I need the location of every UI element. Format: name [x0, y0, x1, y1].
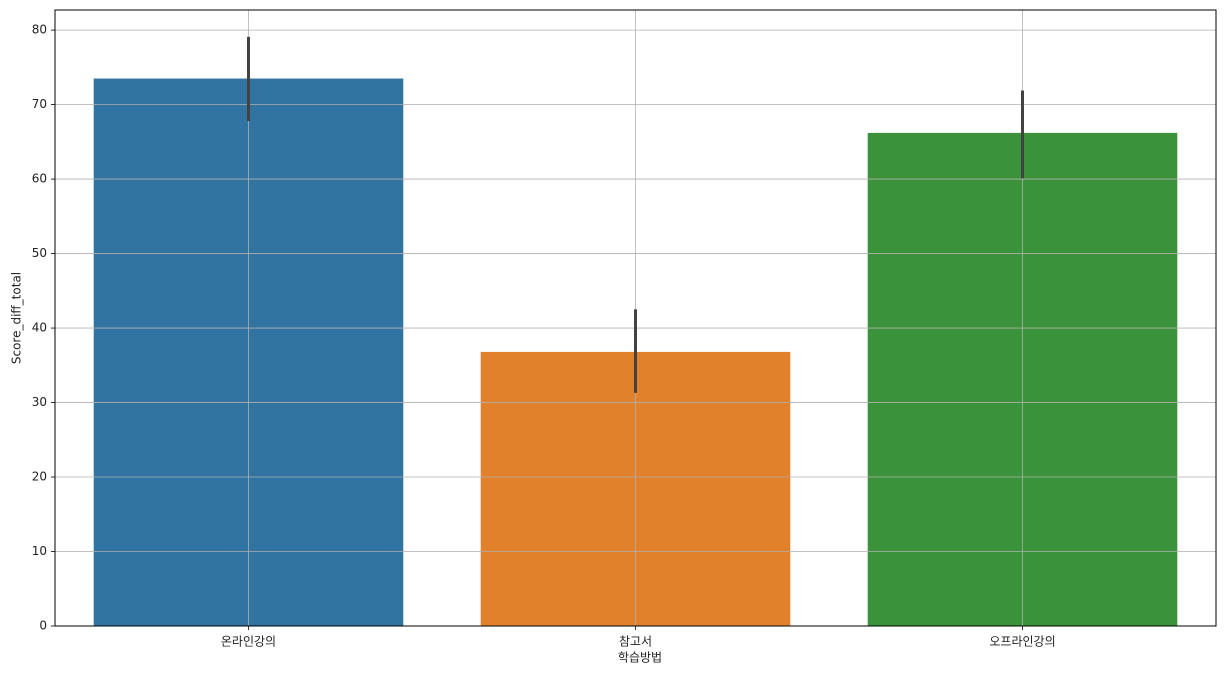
y-tick-label: 0: [39, 619, 47, 633]
y-tick-label: 20: [32, 470, 47, 484]
y-tick-label: 10: [32, 544, 47, 558]
x-axis-label: 학습방법: [618, 651, 662, 665]
x-tick-label: 참고서: [619, 635, 652, 649]
plot-frame: [54, 9, 1217, 627]
x-tick-label: 온라인강의: [221, 635, 276, 649]
y-axis-label: Score_diff_total: [10, 272, 24, 364]
y-tick-label: 60: [32, 172, 47, 186]
y-tick-label: 30: [32, 395, 47, 409]
y-tick-label: 80: [32, 23, 47, 37]
x-tick-label: 오프라인강의: [989, 635, 1055, 649]
y-tick-label: 40: [32, 321, 47, 335]
y-tick-label: 70: [32, 97, 47, 111]
y-tick-label: 50: [32, 246, 47, 260]
